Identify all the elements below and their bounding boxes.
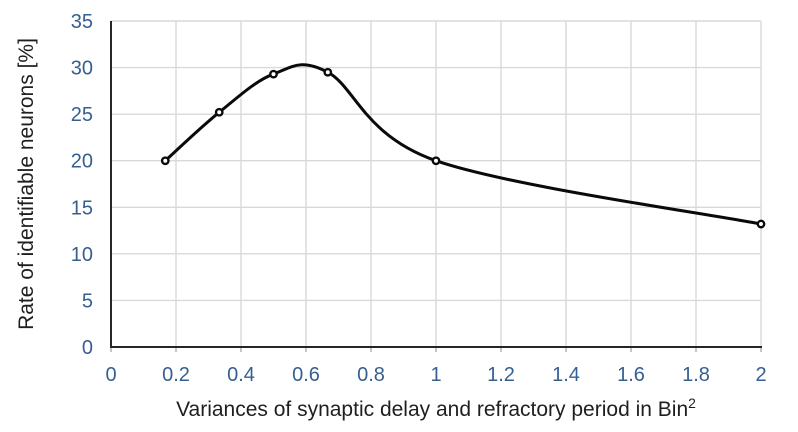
x-tick-label: 0.4 xyxy=(227,364,255,386)
x-tick-label: 1.2 xyxy=(487,364,515,386)
y-tick-label: 15 xyxy=(71,197,93,219)
y-tick-label: 20 xyxy=(71,151,93,173)
y-tick-label: 0 xyxy=(82,337,93,359)
x-tick-label: 0.2 xyxy=(162,364,190,386)
y-tick-label: 30 xyxy=(71,58,93,80)
x-tick-label: 1.8 xyxy=(682,364,710,386)
y-axis-title: Rate of identifiable neurons [%] xyxy=(15,38,38,330)
gridlines xyxy=(111,20,762,347)
data-point-marker xyxy=(160,156,170,166)
x-tick-label: 1.6 xyxy=(617,364,645,386)
data-markers xyxy=(160,67,766,229)
x-tick-label: 1 xyxy=(430,364,441,386)
x-tick-label: 0.8 xyxy=(357,364,385,386)
data-point-marker xyxy=(214,107,224,117)
axes xyxy=(110,21,762,352)
y-tick-label: 35 xyxy=(71,11,93,33)
y-tick-label: 10 xyxy=(71,244,93,266)
data-point-marker xyxy=(323,67,333,77)
series-line xyxy=(163,63,763,226)
tick-labels: 0 5 10 15 20 25 30 35 0 0.2 0.4 0.6 0.8 1 1.2 1.4 1.6 1.8… xyxy=(71,11,767,386)
x-axis-title-superscript: 2 xyxy=(688,395,696,411)
x-tick-label: 0.6 xyxy=(292,364,320,386)
y-tick-label: 5 xyxy=(82,290,93,312)
x-axis-title: Variances of synaptic delay and refracto… xyxy=(176,395,696,422)
data-series xyxy=(163,63,763,226)
x-tick-label: 1.4 xyxy=(552,364,580,386)
y-tick-label: 25 xyxy=(71,104,93,126)
data-point-marker xyxy=(269,69,278,79)
data-point-marker xyxy=(431,156,441,166)
x-axis-title-text: Variances of synaptic delay and refracto… xyxy=(176,398,689,421)
data-point-marker xyxy=(756,219,766,229)
x-tick-label: 2 xyxy=(755,364,766,386)
x-tick-label: 0 xyxy=(105,364,116,386)
